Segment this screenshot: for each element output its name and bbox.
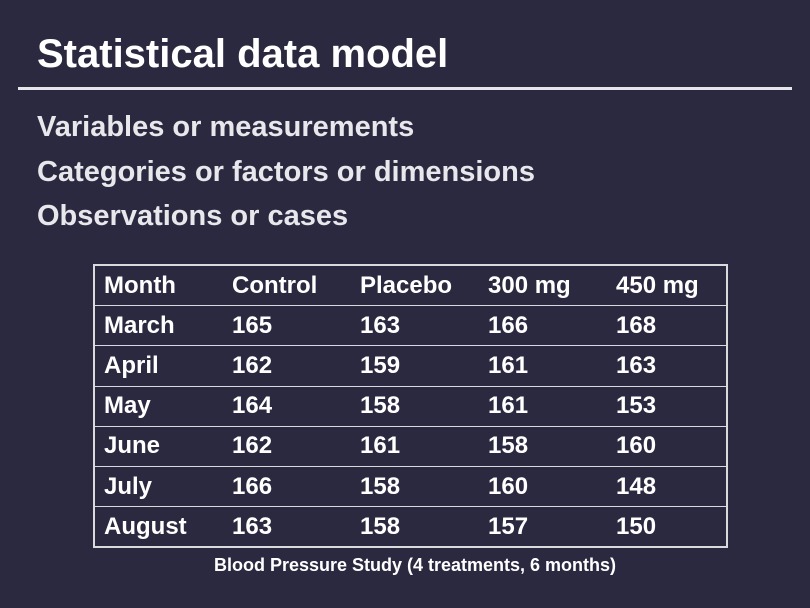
table-cell: 159: [351, 345, 479, 387]
table-cell: 160: [607, 425, 727, 467]
column-header-300mg: 300 mg: [488, 271, 571, 299]
table-cell: 163: [223, 506, 351, 548]
data-table-container: Month Control Placebo 300 mg 450 mg Marc…: [93, 264, 728, 549]
table-cell: 161: [351, 425, 479, 467]
table-cell: 148: [607, 465, 727, 507]
blood-pressure-table: Month Control Placebo 300 mg 450 mg Marc…: [93, 264, 728, 549]
table-row: April 162 159 161 163: [94, 345, 727, 387]
table-cell: August: [94, 506, 223, 548]
table-cell: 165: [223, 305, 351, 346]
table-cell: 168: [607, 305, 727, 346]
table-row: June 162 161 158 160: [94, 425, 727, 467]
table-row: July 166 158 160 148: [94, 465, 727, 507]
table-cell: 162: [223, 425, 351, 467]
table-cell: July: [94, 465, 223, 507]
title-divider: [18, 87, 792, 90]
table-cell: 166: [223, 465, 351, 507]
bullet-item-observations: Observations or cases: [37, 200, 349, 232]
table-cell: 163: [351, 305, 479, 346]
bullet-item-variables: Variables or measurements: [37, 111, 415, 143]
table-cell: 163: [607, 345, 727, 387]
table-header-row: Month Control Placebo 300 mg 450 mg: [94, 265, 727, 306]
table-cell: 158: [351, 465, 479, 507]
table-row: March 165 163 166 168: [94, 305, 727, 346]
table-row: May 164 158 161 153: [94, 385, 727, 427]
column-header-450mg: 450 mg: [616, 271, 699, 299]
table-cell: 164: [223, 385, 351, 427]
table-cell: June: [94, 425, 223, 467]
table-caption: Blood Pressure Study (4 treatments, 6 mo…: [213, 555, 617, 575]
bullet-list: Variables or measurements Categories or …: [37, 105, 535, 239]
table-cell: 166: [479, 305, 607, 346]
table-cell: May: [94, 385, 223, 427]
slide-title: Statistical data model: [37, 32, 449, 76]
bullet-item-categories: Categories or factors or dimensions: [37, 155, 535, 188]
column-header-placebo: Placebo: [360, 271, 453, 299]
table-cell: 160: [479, 465, 607, 507]
table-cell: 161: [479, 345, 607, 387]
table-cell: 153: [607, 385, 727, 427]
table-cell: 157: [479, 506, 607, 548]
table-cell: March: [94, 305, 223, 346]
table-cell: 158: [351, 385, 479, 427]
table-row: August 163 158 157 150: [94, 506, 727, 548]
table-cell: 158: [479, 425, 607, 467]
table-cell: 158: [351, 506, 479, 548]
column-header-month: Month: [104, 271, 176, 299]
table-cell: 150: [607, 506, 727, 548]
table-cell: April: [94, 345, 223, 387]
table-cell: 161: [479, 385, 607, 427]
table-cell: 162: [223, 345, 351, 387]
column-header-control: Control: [232, 271, 318, 299]
